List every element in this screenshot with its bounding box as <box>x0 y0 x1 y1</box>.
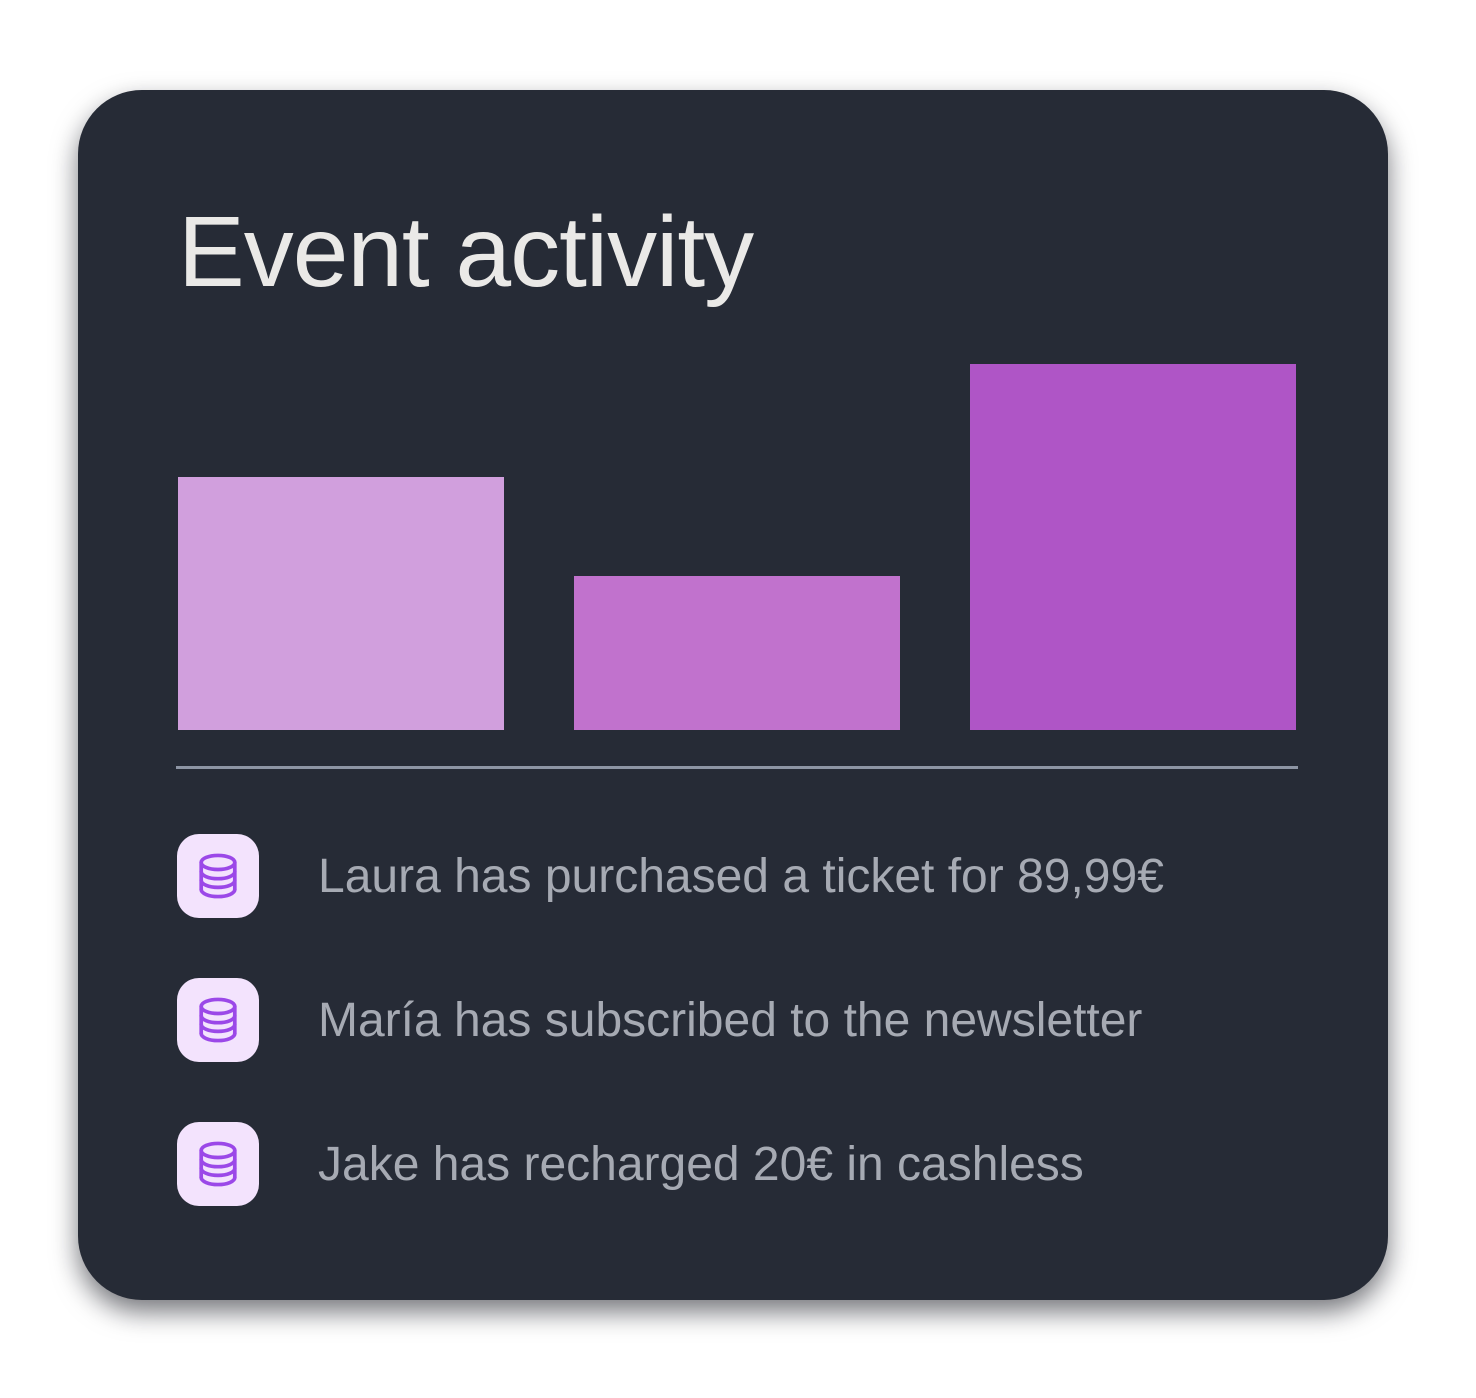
activity-text: Jake has recharged 20€ in cashless <box>318 1137 1084 1191</box>
divider-line <box>176 766 1298 769</box>
activity-feed: Laura has purchased a ticket for 89,99€ … <box>177 834 1164 1206</box>
card-title: Event activity <box>178 196 754 308</box>
list-item: Jake has recharged 20€ in cashless <box>177 1122 1164 1206</box>
database-icon <box>177 1122 259 1206</box>
database-icon <box>177 834 259 918</box>
bar-chart <box>178 364 1296 730</box>
database-icon <box>177 978 259 1062</box>
chart-bar <box>178 477 504 730</box>
activity-text: María has subscribed to the newsletter <box>318 993 1143 1047</box>
activity-text: Laura has purchased a ticket for 89,99€ <box>318 849 1164 903</box>
chart-bar <box>574 576 900 730</box>
list-item: Laura has purchased a ticket for 89,99€ <box>177 834 1164 918</box>
event-activity-card: Event activity Laura has purchased a tic… <box>78 90 1388 1300</box>
list-item: María has subscribed to the newsletter <box>177 978 1164 1062</box>
chart-bar <box>970 364 1296 730</box>
